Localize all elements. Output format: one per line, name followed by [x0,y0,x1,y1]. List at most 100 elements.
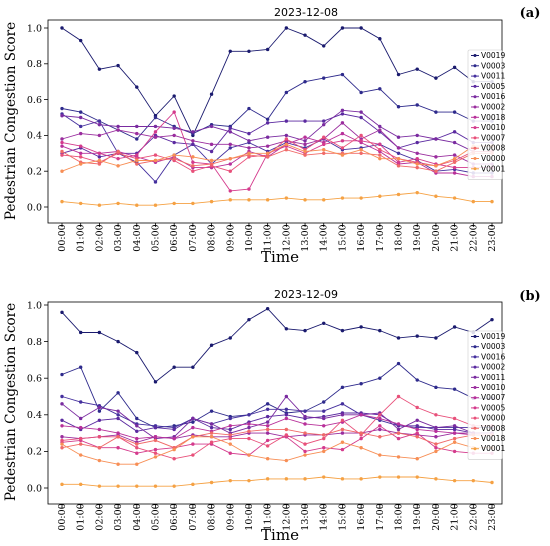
data-point [135,424,139,428]
data-point [378,328,382,333]
panel-b: 2023-12-09 (b) 0.0 0.2 0.4 0.6 0.8 1.0 00:00 01… [3,288,541,544]
data-point [209,435,214,439]
data-point [172,457,176,461]
data-point [303,477,307,481]
data-point [284,407,289,412]
data-point [135,131,139,136]
series-line [61,27,492,137]
data-point [60,482,64,487]
x-tick-label: 11:00 [263,224,274,251]
data-point [322,151,326,155]
data-point [209,162,214,166]
data-point [97,435,102,439]
data-point [265,420,270,424]
data-point [209,343,214,347]
data-point [153,203,158,207]
data-point [153,124,158,129]
data-point [434,425,438,430]
series-V0002 [60,411,494,435]
y-tick-label: 0.2 [27,447,42,458]
data-point [284,427,289,432]
data-point [97,405,102,410]
legend-swatch-marker [473,375,477,379]
legend-swatch-marker [473,355,477,359]
x-tick-label: 20:00 [431,224,442,251]
data-point [60,438,64,443]
series-line [61,149,492,172]
x-tick-label: 03:00 [113,224,124,251]
data-point [359,151,363,155]
x-tick-label: 04:00 [132,224,143,251]
data-point [172,126,176,130]
x-tick-label: 07:00 [188,224,199,251]
data-point [78,162,83,166]
data-point [415,405,419,410]
data-point [60,446,64,450]
data-point [340,72,345,77]
data-point [452,165,457,170]
x-tick-label: 17:00 [375,224,386,251]
data-point [340,153,345,157]
data-point [172,110,176,114]
legend-swatch-marker [473,64,477,68]
data-point [452,171,457,175]
data-point [247,187,251,191]
data-point [359,446,363,450]
data-point [209,199,214,204]
x-tick-label: 05:00 [150,224,161,251]
data-point [415,133,419,138]
legend-box [467,330,503,460]
data-point [452,130,457,134]
data-point [135,203,139,207]
legend-swatch-marker [473,136,477,140]
x-tick-label: 22:00 [468,503,479,530]
data-point [340,385,345,390]
x-tick-label: 15:00 [337,503,348,530]
legend-swatch-marker [473,447,477,451]
x-tick-label: 19:00 [412,224,423,251]
y-tick-label: 0.4 [27,131,42,142]
data-point [452,424,457,428]
data-point [434,429,438,433]
data-point [172,94,176,98]
data-point [322,475,326,479]
data-point [228,424,232,428]
series-line [61,308,493,383]
data-point [60,442,64,446]
legend-swatch-marker [473,365,477,369]
data-point [116,339,120,344]
data-point [265,414,270,419]
data-point [396,394,401,399]
data-point [415,156,419,161]
data-point [265,151,270,155]
y-tick-label: 0.2 [27,167,42,178]
data-point [60,402,64,406]
data-point [78,425,83,430]
legend-entry-label: V0011 [481,373,505,382]
data-point [415,424,419,428]
data-point [191,201,195,206]
data-point [97,122,102,127]
data-point [228,433,232,437]
data-point [284,137,289,141]
data-point [303,135,307,139]
data-point [378,37,382,41]
data-point [116,409,120,413]
data-point [452,325,457,329]
series-line [61,396,492,429]
data-point [322,44,326,48]
panel-a-title: 2023-12-08 [274,6,338,19]
data-point [452,110,457,114]
series-line [61,192,492,206]
legend-entry-label: V0011 [481,72,505,81]
x-tick-label: 15:00 [337,224,348,251]
data-point [247,317,251,322]
data-point [359,436,363,441]
data-point [284,26,289,30]
data-point [265,477,270,481]
data-point [153,425,158,430]
data-point [359,90,363,95]
series-V0019 [60,26,494,138]
